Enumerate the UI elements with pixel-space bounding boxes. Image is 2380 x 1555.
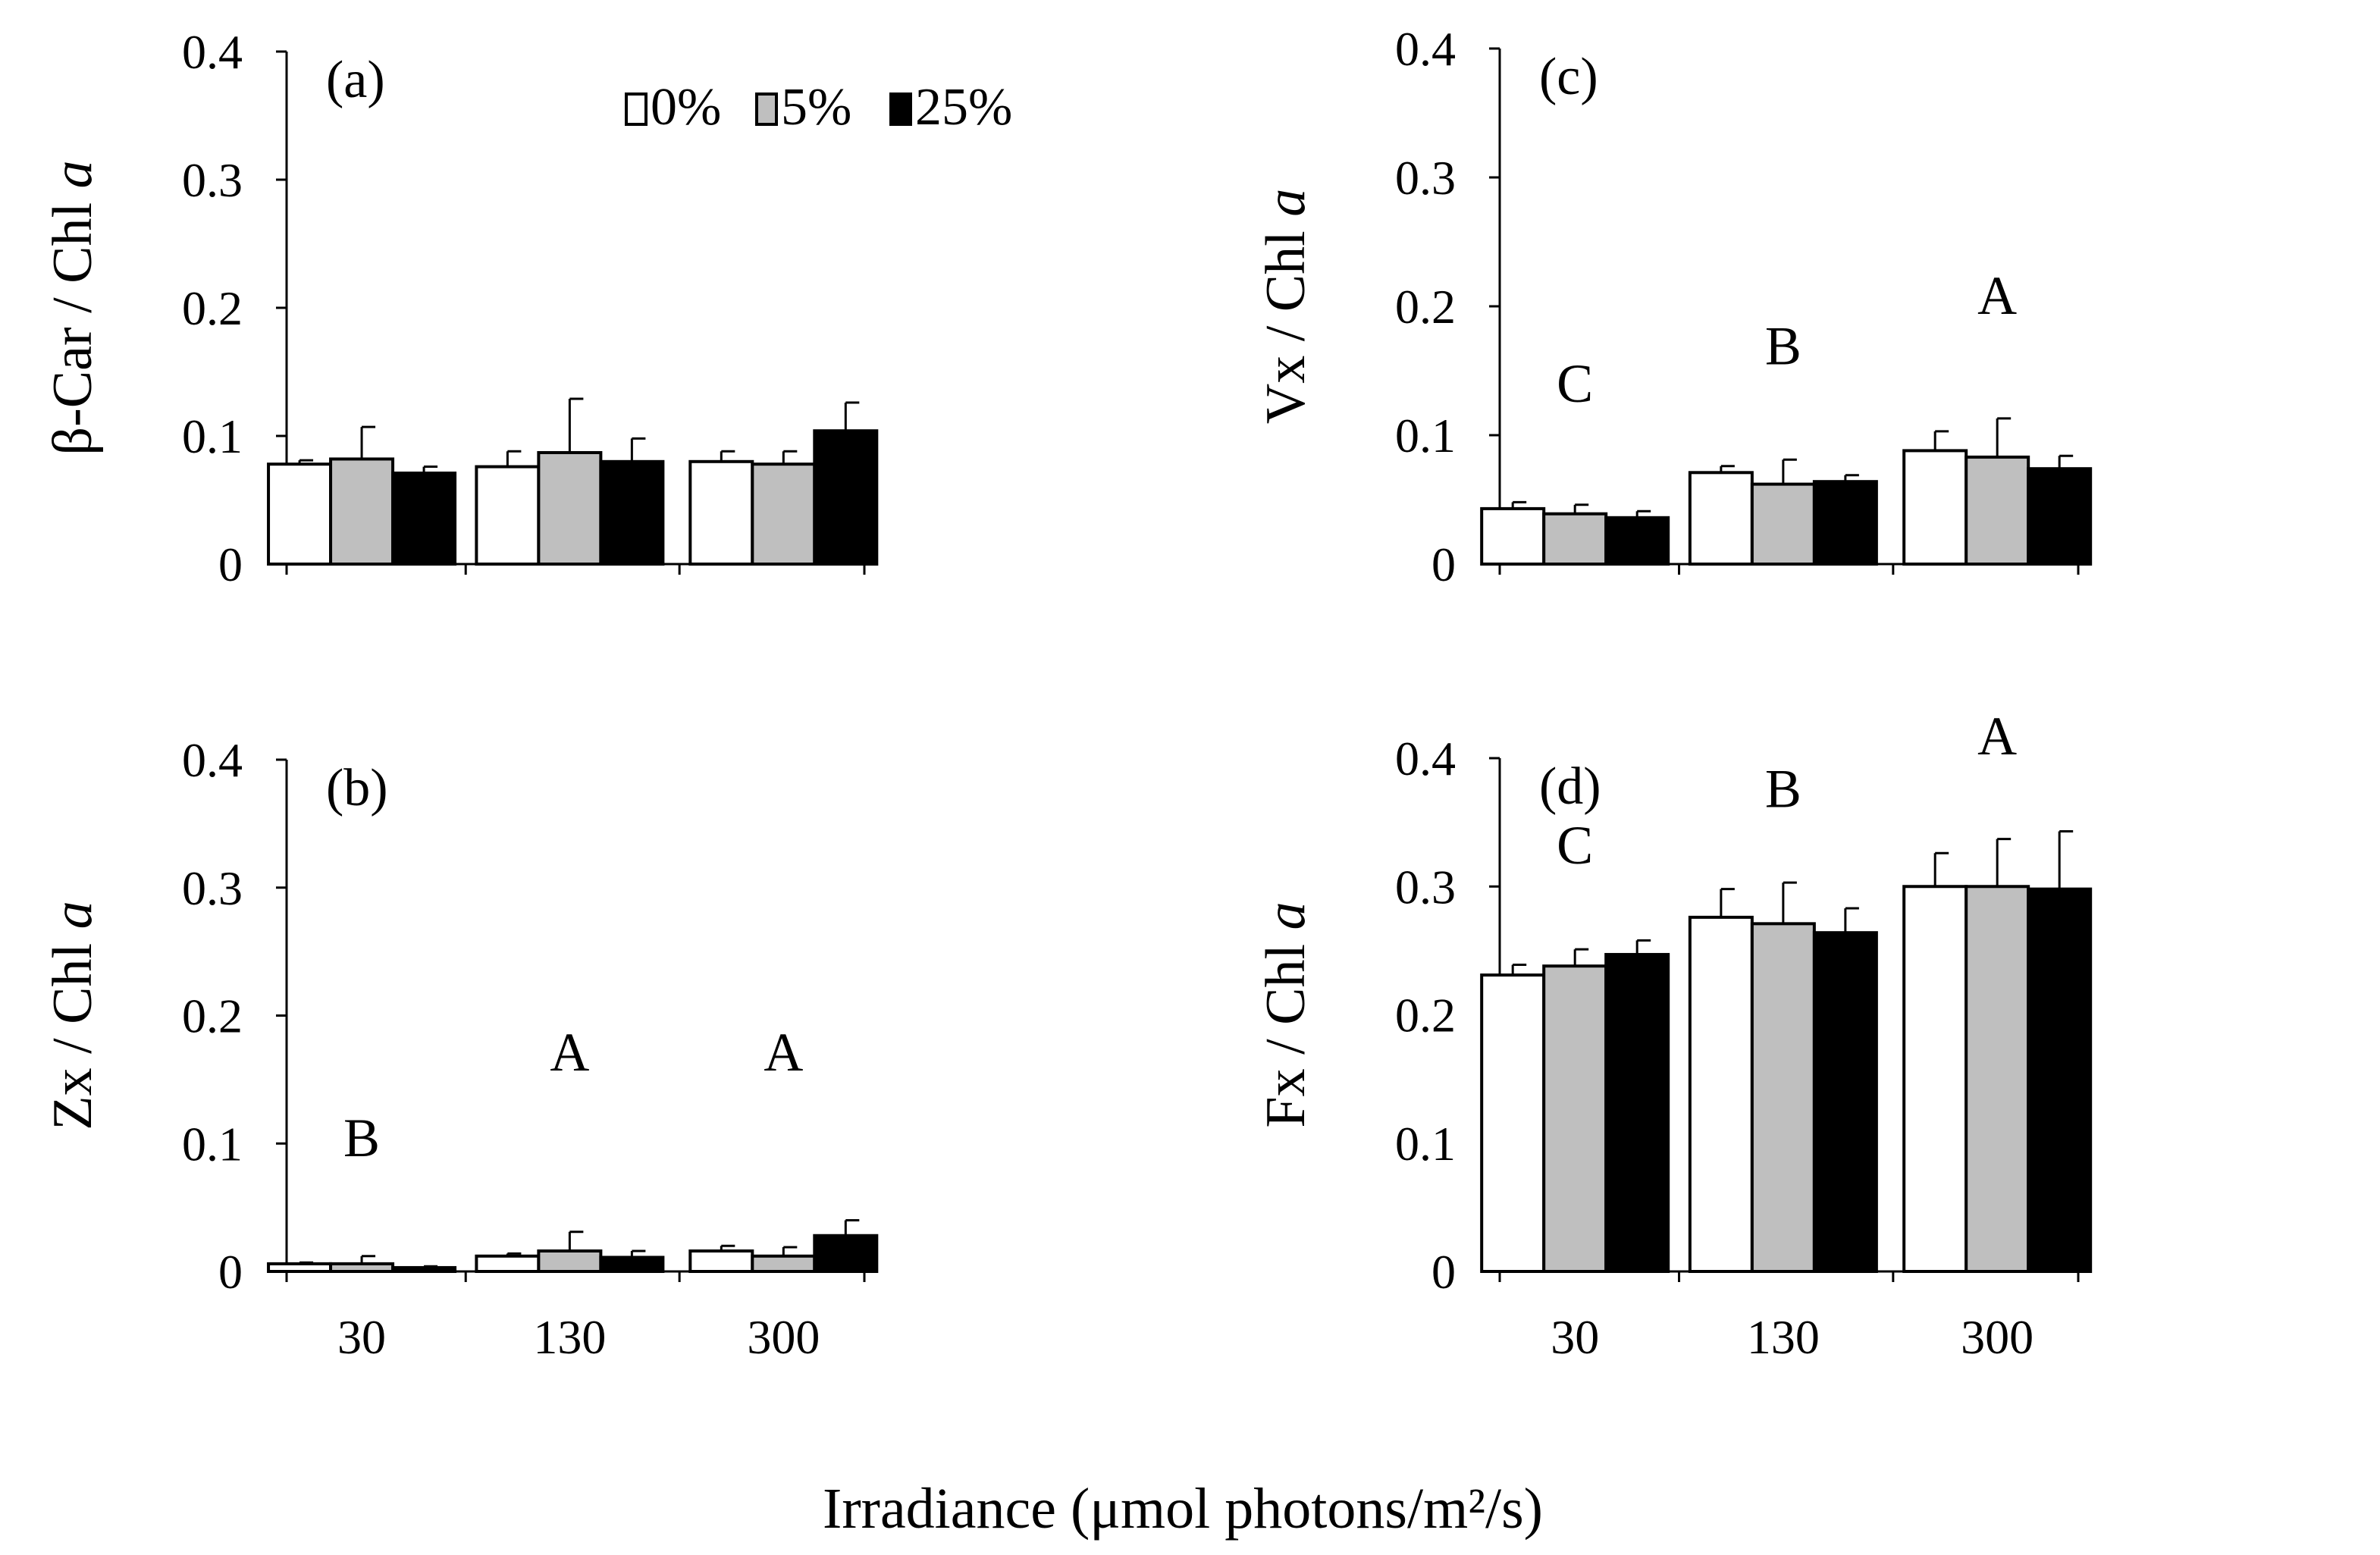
bar: [1688, 471, 1754, 566]
bar: [1965, 455, 2030, 566]
bar: [751, 462, 817, 566]
y-tick-label: 0.3: [1395, 151, 1456, 205]
y-tick-label: 0.2: [1395, 280, 1456, 334]
y-tick-label: 0.1: [1395, 409, 1456, 462]
legend: 0% 5% 25%: [625, 78, 1012, 136]
bar: [391, 1265, 457, 1273]
y-tick-label: 0.1: [182, 409, 243, 463]
bar: [813, 1234, 879, 1273]
bar: [329, 457, 395, 566]
bar: [1965, 885, 2030, 1273]
bar: [1604, 516, 1670, 566]
x-tick-label: 300: [747, 1310, 820, 1364]
bar: [688, 459, 754, 566]
bar: [475, 465, 541, 566]
group-letter: B: [343, 1108, 380, 1168]
y-tick-label: 0.2: [182, 989, 243, 1043]
y-tick-label: 0.4: [1395, 22, 1456, 76]
y-tick-label: 0.3: [182, 861, 243, 915]
x-tick-label: 30: [1551, 1310, 1599, 1364]
bar: [1480, 506, 1546, 566]
y-tick-label: 0.4: [182, 733, 243, 787]
y-axis-label: Zx / Chl a: [42, 901, 104, 1130]
group-letter: C: [1557, 815, 1593, 876]
bar: [267, 1262, 333, 1273]
bar: [267, 462, 333, 566]
panel-label: (c): [1539, 48, 1598, 106]
bar: [1542, 964, 1608, 1274]
bar: [1812, 480, 1878, 566]
panel-a: 0 0.1 0.2 0.3 0.4 β-Car / Chl a (a) 0% 5% 25%: [42, 25, 1012, 591]
bar: [599, 1256, 665, 1273]
bar: [1902, 885, 1968, 1273]
bar: [813, 429, 879, 566]
y-tick-label: 0.4: [182, 25, 243, 79]
bar: [1750, 922, 1816, 1274]
y-axis-label: Vx / Chl a: [1255, 189, 1317, 424]
y-tick-label: 0: [218, 1245, 243, 1299]
bar: [329, 1262, 395, 1273]
y-tick-label: 0: [1431, 538, 1456, 591]
y-tick-label: 0.2: [1395, 989, 1456, 1042]
legend-label: 25%: [915, 78, 1012, 136]
bar: [1688, 915, 1754, 1273]
panel-label: (d): [1539, 757, 1601, 816]
panel-c: 0 0.1 0.2 0.3 0.4 Vx / Chl a (c) C B A: [1255, 22, 2093, 591]
bar: [1902, 449, 1968, 566]
y-tick-label: 0: [1431, 1245, 1456, 1299]
bar: [1750, 482, 1816, 566]
bar: [537, 450, 603, 566]
legend-label: 0%: [651, 78, 721, 136]
y-tick-label: 0.4: [1395, 732, 1456, 785]
bar: [1480, 973, 1546, 1273]
group-letter: A: [550, 1022, 589, 1083]
panel-label: (b): [326, 759, 388, 817]
group-letter: B: [1765, 758, 1801, 819]
x-tick-label: 130: [1747, 1310, 1820, 1364]
bar: [688, 1249, 754, 1273]
legend-swatch: [889, 92, 912, 126]
bar: [2027, 887, 2093, 1273]
panel-d: 0 0.1 0.2 0.3 0.4 Fx / Chl a (d) 30 C 130 B 300 A: [1255, 706, 2093, 1364]
y-tick-label: 0: [218, 538, 243, 591]
y-axis-label: β-Car / Chl a: [42, 160, 104, 455]
bar: [1542, 512, 1608, 566]
legend-swatch: [625, 92, 648, 126]
panel-label: (a): [326, 51, 385, 109]
y-tick-label: 0.1: [182, 1117, 243, 1171]
group-letter: A: [1977, 706, 2017, 767]
x-tick-label: 300: [1961, 1310, 2034, 1364]
bar: [1604, 952, 1670, 1273]
group-letter: A: [1977, 265, 2017, 326]
x-tick-label: 30: [337, 1310, 386, 1364]
bar: [475, 1254, 541, 1273]
bar: [391, 472, 457, 566]
y-tick-label: 0.3: [182, 153, 243, 207]
group-letter: C: [1557, 353, 1593, 414]
bar: [1812, 931, 1878, 1274]
y-tick-label: 0.1: [1395, 1117, 1456, 1171]
bar: [537, 1249, 603, 1273]
y-tick-label: 0.2: [182, 281, 243, 335]
group-letter: B: [1765, 316, 1801, 377]
x-axis-title: Irradiance (μmol photons/m²/s): [823, 1477, 1543, 1541]
legend-swatch: [755, 92, 778, 126]
y-axis-label: Fx / Chl a: [1255, 901, 1317, 1127]
y-tick-label: 0.3: [1395, 860, 1456, 914]
bar: [599, 459, 665, 566]
panel-b: 0 0.1 0.2 0.3 0.4 Zx / Chl a (b) 30 B 130 A 300 A: [42, 733, 879, 1364]
legend-label: 5%: [781, 78, 851, 136]
bar: [751, 1254, 817, 1273]
x-tick-label: 130: [533, 1310, 606, 1364]
bar: [2027, 467, 2093, 566]
group-letter: A: [764, 1022, 803, 1083]
